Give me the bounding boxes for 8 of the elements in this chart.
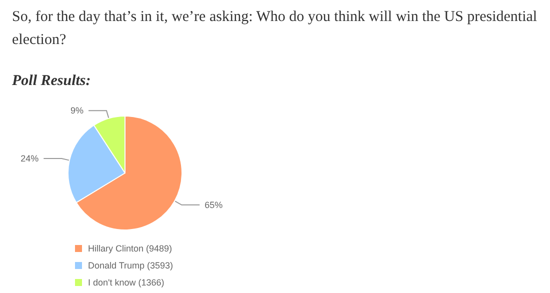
- text: So, for the day that’s in it, we’re asking: Who do you think will win the US presidential election?: [12, 8, 538, 50]
- legend-label: I don't know (1366): [88, 278, 164, 288]
- chart-subtitle: Poll Results:: [12, 73, 91, 90]
- legend-label: Hillary Clinton (9489): [88, 244, 172, 254]
- data-label: 9%: [70, 106, 84, 116]
- data-label: 65%: [204, 200, 223, 210]
- legend-label: Donald Trump (3593): [88, 260, 174, 270]
- data-label: 24%: [20, 154, 39, 164]
